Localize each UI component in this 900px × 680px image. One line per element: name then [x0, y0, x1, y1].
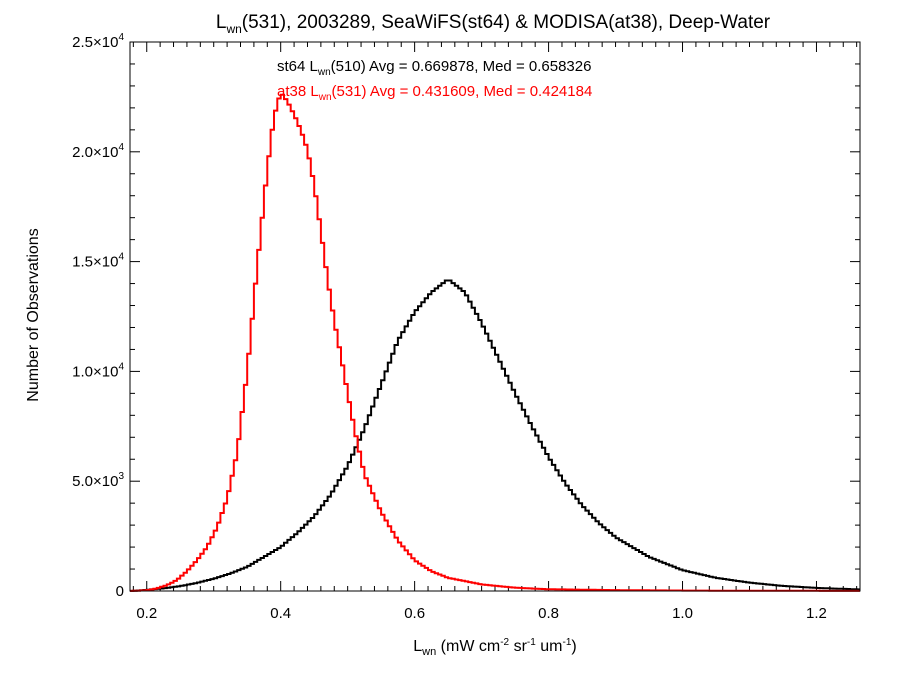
stats-annotation-st64: st64 Lwn(510) Avg = 0.669878, Med = 0.65…: [277, 58, 591, 78]
x-tick-label: 1.0: [672, 605, 693, 622]
plot-frame: [129, 41, 861, 592]
stats-annotation-at38: at38 Lwn(531) Avg = 0.431609, Med = 0.42…: [277, 83, 592, 103]
x-tick-label: 0.4: [270, 605, 291, 622]
y-tick-label: 2.0×104: [72, 142, 124, 161]
histogram-series-0: [130, 279, 860, 592]
y-tick-label: 5.0×103: [72, 471, 124, 490]
x-tick-label: 0.2: [136, 605, 157, 622]
x-tick-label: 0.8: [538, 605, 559, 622]
x-axis-label: Lwn (mW cm-2 sr-1 um-1): [413, 637, 576, 658]
y-tick-label: 0: [116, 583, 124, 600]
y-tick-label: 1.0×104: [72, 361, 124, 380]
x-tick-label: 1.2: [806, 605, 827, 622]
y-tick-label: 1.5×104: [72, 252, 124, 271]
chart-title: Lwn(531), 2003289, SeaWiFS(st64) & MODIS…: [216, 12, 771, 36]
y-axis-label: Number of Observations: [25, 228, 42, 401]
y-tick-label: 2.5×104: [72, 32, 124, 51]
x-tick-label: 0.6: [404, 605, 425, 622]
